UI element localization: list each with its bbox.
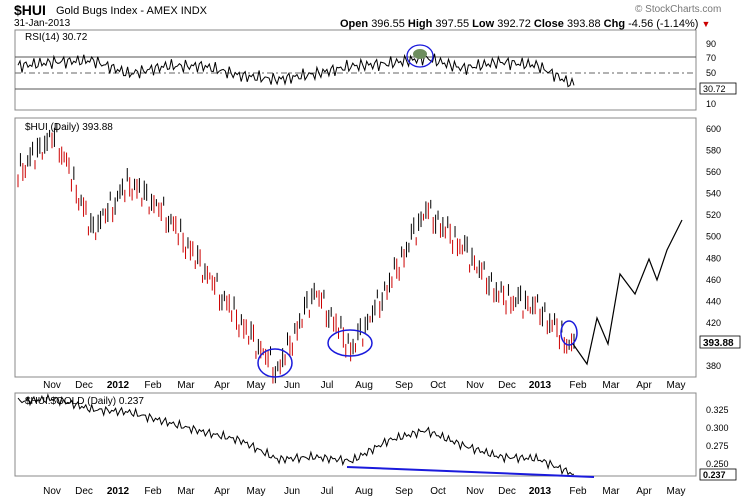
x-axis-bottom: Nov Dec 2012 Feb Mar Apr May Jun Jul Aug Sep Oct Nov… — [43, 486, 685, 497]
close-value: 393.88 — [566, 18, 601, 30]
month-label: 2012 — [107, 380, 130, 391]
month-label: Nov — [43, 486, 61, 497]
rsi-highlight-fill — [413, 49, 427, 59]
low-circle-may — [257, 348, 293, 378]
month-label: Dec — [75, 380, 93, 391]
month-label: Mar — [177, 380, 195, 391]
month-label: Dec — [75, 486, 93, 497]
month-label: Jun — [284, 380, 300, 391]
rsi-tick: 10 — [706, 99, 716, 109]
month-label: Oct — [430, 380, 446, 391]
index-name: Gold Bugs Index - AMEX INDX — [56, 5, 208, 17]
ohlc-line: Open 396.55 High 397.55 Low 392.72 Close… — [340, 18, 710, 30]
ratio-panel: 0.325 0.300 0.275 0.250 $HUI:$GOLD (Dail… — [14, 392, 737, 481]
price-tick: 600 — [706, 124, 721, 134]
month-label: Nov — [466, 380, 484, 391]
month-label: Dec — [498, 486, 516, 497]
month-label: Feb — [569, 486, 587, 497]
low-circle-jan — [560, 320, 578, 346]
price-last-label: 393.88 — [703, 338, 734, 349]
month-label: Jul — [321, 380, 334, 391]
rsi-annotation-circle — [406, 44, 434, 68]
price-tick: 460 — [706, 275, 721, 285]
price-tick: 560 — [706, 167, 721, 177]
month-label: Mar — [602, 380, 620, 391]
ratio-trendline — [346, 466, 595, 478]
chart-date: 31-Jan-2013 — [14, 18, 71, 29]
price-tick: 440 — [706, 296, 721, 306]
price-tick: 420 — [706, 318, 721, 328]
month-label: 2013 — [529, 380, 552, 391]
low-value: 392.72 — [497, 18, 531, 30]
month-label: Oct — [430, 486, 446, 497]
low-circle-aug — [327, 329, 373, 357]
month-label: Jul — [321, 486, 334, 497]
month-label: Aug — [355, 380, 373, 391]
month-label: Jun — [284, 486, 300, 497]
price-tick: 500 — [706, 232, 721, 242]
price-bars — [17, 123, 575, 384]
chg-arrow: ▼ — [701, 19, 711, 29]
month-label: May — [247, 486, 266, 497]
ratio-tick: 0.250 — [706, 459, 729, 469]
high-label: High — [407, 18, 433, 30]
ratio-tick: 0.275 — [706, 441, 729, 451]
month-label: Mar — [177, 486, 195, 497]
projection-line — [572, 219, 683, 366]
price-legend: $HUI (Daily) 393.88 — [25, 122, 113, 133]
watermark: © StockCharts.com — [635, 4, 722, 15]
ratio-legend: $HUI:$GOLD (Daily) 0.237 — [25, 396, 144, 407]
chg-value: -4.56 (-1.14%) — [628, 18, 699, 30]
price-tick: 480 — [706, 253, 721, 263]
symbol: $HUI — [14, 2, 46, 18]
month-label: Sep — [395, 486, 413, 497]
month-label: Aug — [355, 486, 373, 497]
rsi-last-label: 30.72 — [703, 84, 726, 94]
month-label: May — [247, 380, 266, 391]
month-label: Feb — [144, 380, 162, 391]
month-label: May — [667, 380, 686, 391]
month-label: Nov — [43, 380, 61, 391]
price-tick: 580 — [706, 145, 721, 155]
month-label: Apr — [214, 486, 230, 497]
month-label: Dec — [498, 380, 516, 391]
month-label: 2012 — [107, 486, 130, 497]
price-tick: 380 — [706, 361, 721, 371]
ratio-line — [17, 393, 575, 476]
x-axis-top: Nov Dec 2012 Feb Mar Apr May Jun Jul Aug Sep Oct Nov… — [43, 380, 685, 391]
month-label: Apr — [636, 486, 652, 497]
price-panel: 600580560540520500480460440420400380 $HU… — [14, 117, 741, 384]
rsi-tick: 90 — [706, 39, 716, 49]
price-tick: 540 — [706, 189, 721, 199]
month-label: Nov — [466, 486, 484, 497]
rsi-tick: 70 — [706, 53, 716, 63]
month-label: May — [667, 486, 686, 497]
ratio-last-label: 0.237 — [703, 470, 726, 480]
month-label: Feb — [569, 380, 587, 391]
rsi-line — [17, 52, 575, 88]
price-tick: 520 — [706, 210, 721, 220]
high-value: 397.55 — [435, 18, 470, 30]
open-label: Open — [340, 18, 369, 30]
ratio-tick: 0.325 — [706, 405, 729, 415]
open-value: 396.55 — [371, 18, 405, 30]
month-label: Apr — [636, 380, 652, 391]
month-label: 2013 — [529, 486, 552, 497]
rsi-legend: RSI(14) 30.72 — [25, 32, 88, 43]
close-label: Close — [533, 18, 564, 30]
low-label: Low — [472, 18, 495, 30]
month-label: Feb — [144, 486, 162, 497]
chg-label: Chg — [603, 18, 626, 30]
rsi-tick: 50 — [706, 68, 716, 78]
month-label: Apr — [214, 380, 230, 391]
ratio-tick: 0.300 — [706, 423, 729, 433]
month-label: Mar — [602, 486, 620, 497]
month-label: Sep — [395, 380, 413, 391]
rsi-panel: 90 70 50 30 10 30.72 RSI(14) 30.72 — [14, 29, 737, 111]
